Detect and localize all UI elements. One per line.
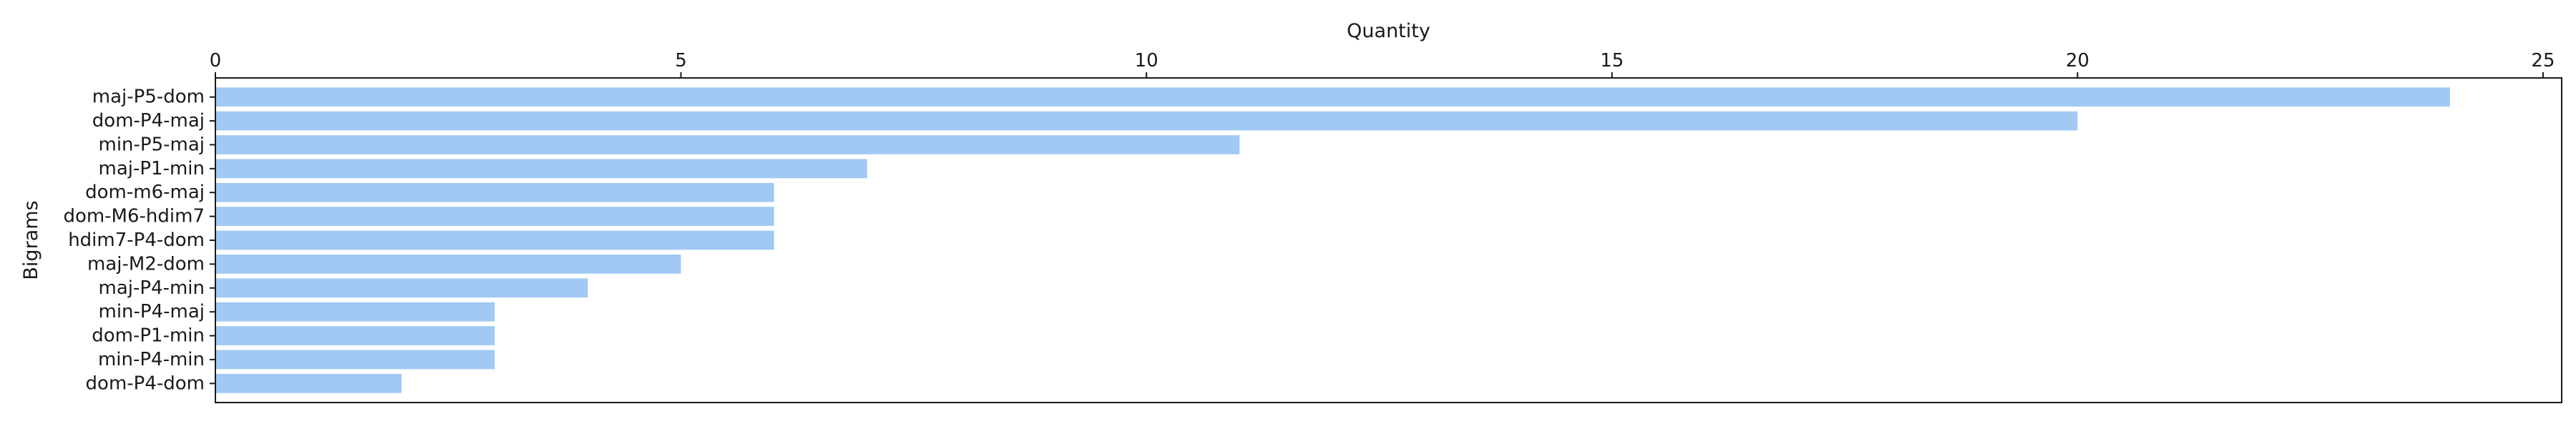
- bar-maj-P1-min: [215, 159, 867, 179]
- y-tick-label: dom-P1-min: [92, 325, 205, 347]
- plot-frame: [215, 77, 2562, 403]
- y-tick-label: maj-P5-dom: [92, 87, 205, 108]
- y-tick-label: dom-M6-hdim7: [63, 206, 205, 227]
- x-tick-label: 20: [2066, 50, 2089, 72]
- bar-min-P5-maj: [215, 135, 1240, 154]
- y-tick-label: min-P5-maj: [99, 134, 205, 155]
- bar-maj-M2-dom: [215, 255, 681, 274]
- x-tick-label: 5: [675, 50, 687, 72]
- y-tick-label: maj-P1-min: [99, 158, 205, 179]
- x-tick-label: 15: [1600, 50, 1624, 72]
- bars: [215, 87, 2450, 393]
- y-tick-label: min-P4-maj: [99, 301, 205, 322]
- y-tick-label: dom-P4-dom: [86, 373, 205, 394]
- x-tick-label: 25: [2531, 50, 2555, 72]
- bar-maj-P4-min: [215, 278, 588, 298]
- bar-dom-P1-min: [215, 326, 495, 345]
- bar-min-P4-min: [215, 350, 495, 370]
- x-tick-label: 0: [210, 50, 222, 72]
- bar-dom-P4-dom: [215, 373, 402, 393]
- x-axis-ticks: 0 5 10 15 20 25: [210, 50, 2555, 78]
- bar-dom-m6-maj: [215, 182, 774, 202]
- y-tick-label: maj-M2-dom: [87, 253, 205, 275]
- y-tick-label: min-P4-min: [98, 349, 205, 370]
- bar-dom-M6-hdim7: [215, 207, 774, 226]
- x-axis-title: Quantity: [1347, 20, 1430, 42]
- y-tick-label: dom-P4-maj: [92, 110, 205, 132]
- y-tick-label: dom-m6-maj: [85, 182, 205, 203]
- y-axis-title: Bigrams: [20, 200, 42, 280]
- x-tick-label: 10: [1135, 50, 1158, 72]
- bar-maj-P5-dom: [215, 87, 2450, 107]
- y-tick-label: maj-P4-min: [99, 277, 205, 299]
- bar-hdim7-P4-dom: [215, 230, 774, 250]
- bar-min-P4-maj: [215, 302, 495, 322]
- y-tick-label: hdim7-P4-dom: [68, 230, 205, 251]
- bar-dom-P4-maj: [215, 111, 2078, 131]
